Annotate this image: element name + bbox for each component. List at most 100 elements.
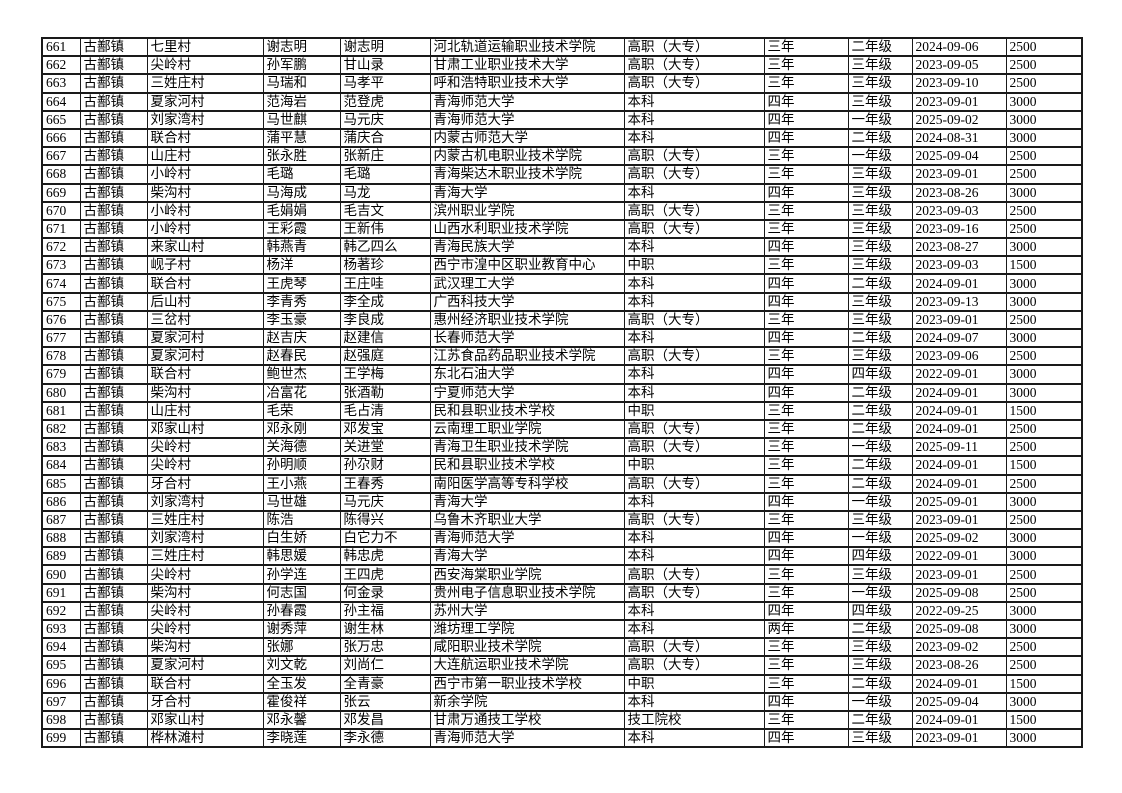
table-cell: 2025-09-08 (911, 582, 1007, 603)
table-row: 679 古鄯镇 联合村 鲍世杰 王学梅 东北石油大学 本科 四年 四年级 2022-09-01 30… (41, 364, 1083, 385)
table-cell: 四年 (763, 291, 849, 312)
table-row: 680 古鄯镇 柴沟村 冶富花 张酒勒 宁夏师范大学 本科 四年 二年级 2024-09-01 30… (41, 382, 1083, 403)
table-cell: 李玉豪 (262, 309, 341, 331)
table-cell: 二年级 (847, 418, 913, 440)
table-cell: 青海柴达木职业技术学院 (429, 164, 625, 185)
table-cell: 661 (41, 36, 81, 58)
table-cell: 三年 (763, 437, 849, 458)
table-cell: 本科 (623, 600, 765, 622)
table-row: 698 古鄯镇 邓家山村 邓永馨 邓发昌 甘肃万通技工学校 技工院校 三年 二年级 2024-09… (41, 709, 1083, 731)
table-cell: 王庄哇 (339, 273, 431, 294)
table-row: 675 古鄯镇 后山村 李青秀 李全成 广西科技大学 本科 四年 三年级 2023-09-13 30… (41, 291, 1083, 312)
table-row: 683 古鄯镇 尖岭村 关海德 关进堂 青海卫生职业技术学院 高职（大专） 三年 一年级 2025… (41, 437, 1083, 458)
table-cell: 全青豪 (339, 673, 431, 694)
table-cell: 青海大学 (429, 491, 625, 512)
table-cell: 2023-09-01 (911, 164, 1007, 185)
table-cell: 七里村 (146, 36, 264, 58)
table-cell: 何志国 (262, 582, 341, 603)
table-cell: 2024-09-01 (911, 455, 1007, 476)
table-cell: 甘山录 (339, 55, 431, 76)
table-cell: 2500 (1005, 437, 1083, 458)
table-cell: 本科 (623, 127, 765, 149)
table-cell: 三年级 (847, 655, 913, 676)
table-cell: 蒲庆合 (339, 127, 431, 149)
table-cell: 683 (41, 437, 81, 458)
table-cell: 一年级 (847, 437, 913, 458)
table-row: 674 古鄯镇 联合村 王虎琴 王庄哇 武汉理工大学 本科 四年 二年级 2024-09-01 30… (41, 273, 1083, 294)
table-cell: 2025-09-04 (911, 691, 1007, 712)
table-cell: 古鄯镇 (79, 546, 148, 567)
table-cell: 四年 (763, 600, 849, 622)
student-aid-roster-table: 661 古鄯镇 七里村 谢志明 谢志明 河北轨道运输职业技术学院 高职（大专） 三年 二年级 20… (41, 36, 1083, 749)
table-cell: 681 (41, 400, 81, 421)
table-cell: 长春师范大学 (429, 327, 625, 349)
table-cell: 2500 (1005, 655, 1083, 676)
table-cell: 柴沟村 (146, 182, 264, 203)
table-cell: 2022-09-25 (911, 600, 1007, 622)
table-row: 673 古鄯镇 岘子村 杨洋 杨著珍 西宁市湟中区职业教育中心 中职 三年 三年级 2023-09… (41, 255, 1083, 276)
table-cell: 联合村 (146, 273, 264, 294)
table-cell: 李永德 (339, 728, 431, 749)
table-cell: 688 (41, 528, 81, 549)
table-cell: 676 (41, 309, 81, 331)
table-cell: 本科 (623, 528, 765, 549)
table-row: 682 古鄯镇 邓家山村 邓永刚 邓发宝 云南理工职业学院 高职（大专） 三年 二年级 2024-… (41, 418, 1083, 440)
table-cell: 小岭村 (146, 200, 264, 221)
table-cell: 679 (41, 364, 81, 385)
table-row: 694 古鄯镇 柴沟村 张娜 张万忠 咸阳职业技术学院 高职（大专） 三年 三年级 2023-09… (41, 637, 1083, 658)
table-cell: 667 (41, 146, 81, 167)
table-cell: 呼和浩特职业技术大学 (429, 73, 625, 94)
table-cell: 四年级 (847, 600, 913, 622)
table-cell: 全玉发 (262, 673, 341, 694)
table-cell: 西安海棠职业学院 (429, 564, 625, 585)
table-cell: 一年级 (847, 528, 913, 549)
table-cell: 张酒勒 (339, 382, 431, 403)
table-cell: 技工院校 (623, 709, 765, 731)
table-cell: 古鄯镇 (79, 728, 148, 749)
table-cell: 甘肃万通技工学校 (429, 709, 625, 731)
table-cell: 中职 (623, 255, 765, 276)
table-cell: 岘子村 (146, 255, 264, 276)
table-row: 687 古鄯镇 三姓庄村 陈浩 陈得兴 乌鲁木齐职业大学 高职（大专） 三年 三年级 2023-0… (41, 509, 1083, 531)
table-cell: 三年级 (847, 218, 913, 240)
table-row: 666 古鄯镇 联合村 蒲平慧 蒲庆合 内蒙古师范大学 本科 四年 二年级 2024-08-31 3… (41, 127, 1083, 149)
table-cell: 古鄯镇 (79, 673, 148, 694)
table-cell: 山庄村 (146, 400, 264, 421)
table-cell: 贵州电子信息职业技术学院 (429, 582, 625, 603)
table-cell: 乌鲁木齐职业大学 (429, 509, 625, 531)
table-cell: 古鄯镇 (79, 655, 148, 676)
table-cell: 本科 (623, 364, 765, 385)
table-cell: 古鄯镇 (79, 127, 148, 149)
table-cell: 2023-09-01 (911, 728, 1007, 749)
table-cell: 三年级 (847, 91, 913, 112)
table-cell: 三年 (763, 564, 849, 585)
table-cell: 三年 (763, 637, 849, 658)
table-cell: 666 (41, 127, 81, 149)
table-cell: 三年 (763, 400, 849, 421)
table-cell: 青海师范大学 (429, 728, 625, 749)
table-cell: 河北轨道运输职业技术学院 (429, 36, 625, 58)
table-cell: 三年级 (847, 346, 913, 367)
table-cell: 杨著珍 (339, 255, 431, 276)
table-cell: 古鄯镇 (79, 346, 148, 367)
table-cell: 孙尕财 (339, 455, 431, 476)
table-cell: 本科 (623, 546, 765, 567)
table-cell: 670 (41, 200, 81, 221)
table-cell: 惠州经济职业技术学院 (429, 309, 625, 331)
table-cell: 1500 (1005, 709, 1083, 731)
table-cell: 民和县职业技术学校 (429, 455, 625, 476)
records-table-body: 661 古鄯镇 七里村 谢志明 谢志明 河北轨道运输职业技术学院 高职（大专） 三年 二年级 20… (41, 36, 1083, 749)
table-cell: 邓发昌 (339, 709, 431, 731)
table-cell: 山庄村 (146, 146, 264, 167)
table-cell: 赵建信 (339, 327, 431, 349)
table-cell: 桦林滩村 (146, 728, 264, 749)
table-row: 696 古鄯镇 联合村 全玉发 全青豪 西宁市第一职业技术学校 中职 三年 二年级 2024-09… (41, 673, 1083, 694)
table-cell: 四年 (763, 528, 849, 549)
table-cell: 2500 (1005, 218, 1083, 240)
table-cell: 古鄯镇 (79, 528, 148, 549)
table-cell: 孙学连 (262, 564, 341, 585)
table-cell: 王小燕 (262, 473, 341, 494)
table-cell: 2022-09-01 (911, 364, 1007, 385)
table-cell: 古鄯镇 (79, 473, 148, 494)
table-cell: 古鄯镇 (79, 437, 148, 458)
